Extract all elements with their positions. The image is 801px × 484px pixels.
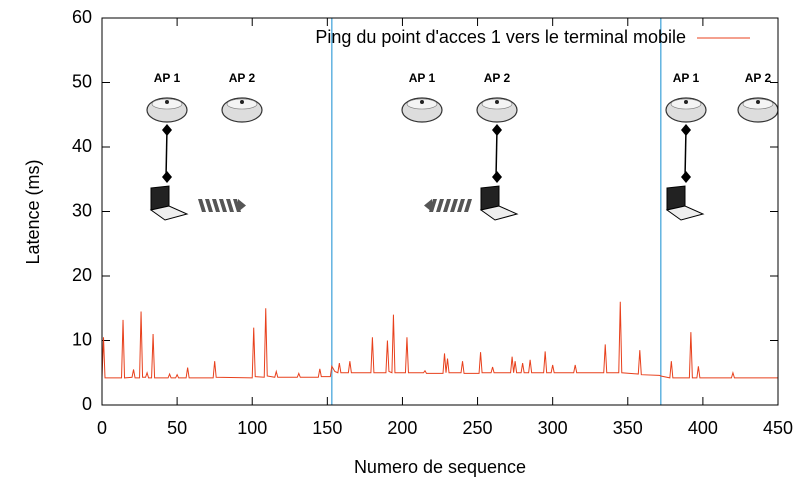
- access-point-logo: [495, 100, 499, 104]
- link-end: [492, 171, 502, 183]
- move-arrow: [198, 199, 246, 212]
- x-tick-label: 350: [613, 418, 643, 438]
- y-tick-label: 20: [72, 265, 92, 285]
- x-axis-label: Numero de sequence: [354, 457, 526, 477]
- arrow-stripe: [198, 199, 206, 212]
- arrow-head: [238, 199, 246, 212]
- arrow-stripe: [212, 199, 220, 212]
- link-end: [681, 124, 691, 136]
- x-tick-label: 300: [538, 418, 568, 438]
- arrow-stripe: [443, 199, 451, 212]
- x-tick-label: 0: [97, 418, 107, 438]
- x-tick-label: 450: [763, 418, 793, 438]
- arrow-stripe: [450, 199, 458, 212]
- access-point-logo: [684, 100, 688, 104]
- x-tick-label: 250: [463, 418, 493, 438]
- x-tick-label: 100: [237, 418, 267, 438]
- legend-label: Ping du point d'acces 1 vers le terminal…: [315, 27, 686, 47]
- x-tick-label: 400: [688, 418, 718, 438]
- icons: [146, 97, 779, 221]
- arrow-head: [424, 199, 432, 212]
- y-tick-label: 60: [72, 7, 92, 27]
- link-end: [681, 171, 691, 183]
- y-tick-label: 0: [82, 394, 92, 414]
- x-tick-label: 200: [387, 418, 417, 438]
- ap-label: AP 2: [745, 71, 772, 85]
- link-end: [162, 171, 172, 183]
- move-arrow: [424, 199, 472, 212]
- link: [165, 127, 168, 179]
- link-end: [162, 124, 172, 136]
- laptop-base: [479, 205, 519, 221]
- ap-label: AP 1: [154, 71, 181, 85]
- x-tick-label: 50: [167, 418, 187, 438]
- link: [495, 127, 498, 179]
- arrow-stripe: [219, 199, 227, 212]
- laptop-base: [665, 205, 705, 221]
- y-tick-label: 50: [72, 71, 92, 91]
- access-point-logo: [756, 100, 760, 104]
- arrow-stripe: [464, 199, 472, 212]
- ap-label: AP 1: [409, 71, 436, 85]
- y-tick-label: 10: [72, 329, 92, 349]
- ap-label: AP 2: [229, 71, 256, 85]
- access-point-logo: [240, 100, 244, 104]
- arrow-stripe: [205, 199, 213, 212]
- x-tick-label: 150: [312, 418, 342, 438]
- link-end: [492, 124, 502, 136]
- plot-frame: [101, 17, 779, 406]
- link: [684, 127, 687, 179]
- arrow-stripe: [436, 199, 444, 212]
- arrow-stripe: [226, 199, 234, 212]
- ap-label: AP 1: [673, 71, 700, 85]
- y-tick-label: 30: [72, 200, 92, 220]
- arrow-stripe: [457, 199, 465, 212]
- access-point-logo: [420, 100, 424, 104]
- laptop-base: [149, 205, 189, 221]
- access-point-logo: [165, 100, 169, 104]
- y-tick-label: 40: [72, 136, 92, 156]
- y-axis-label: Latence (ms): [23, 159, 43, 264]
- series-line: [101, 301, 778, 379]
- ap-label: AP 2: [484, 71, 511, 85]
